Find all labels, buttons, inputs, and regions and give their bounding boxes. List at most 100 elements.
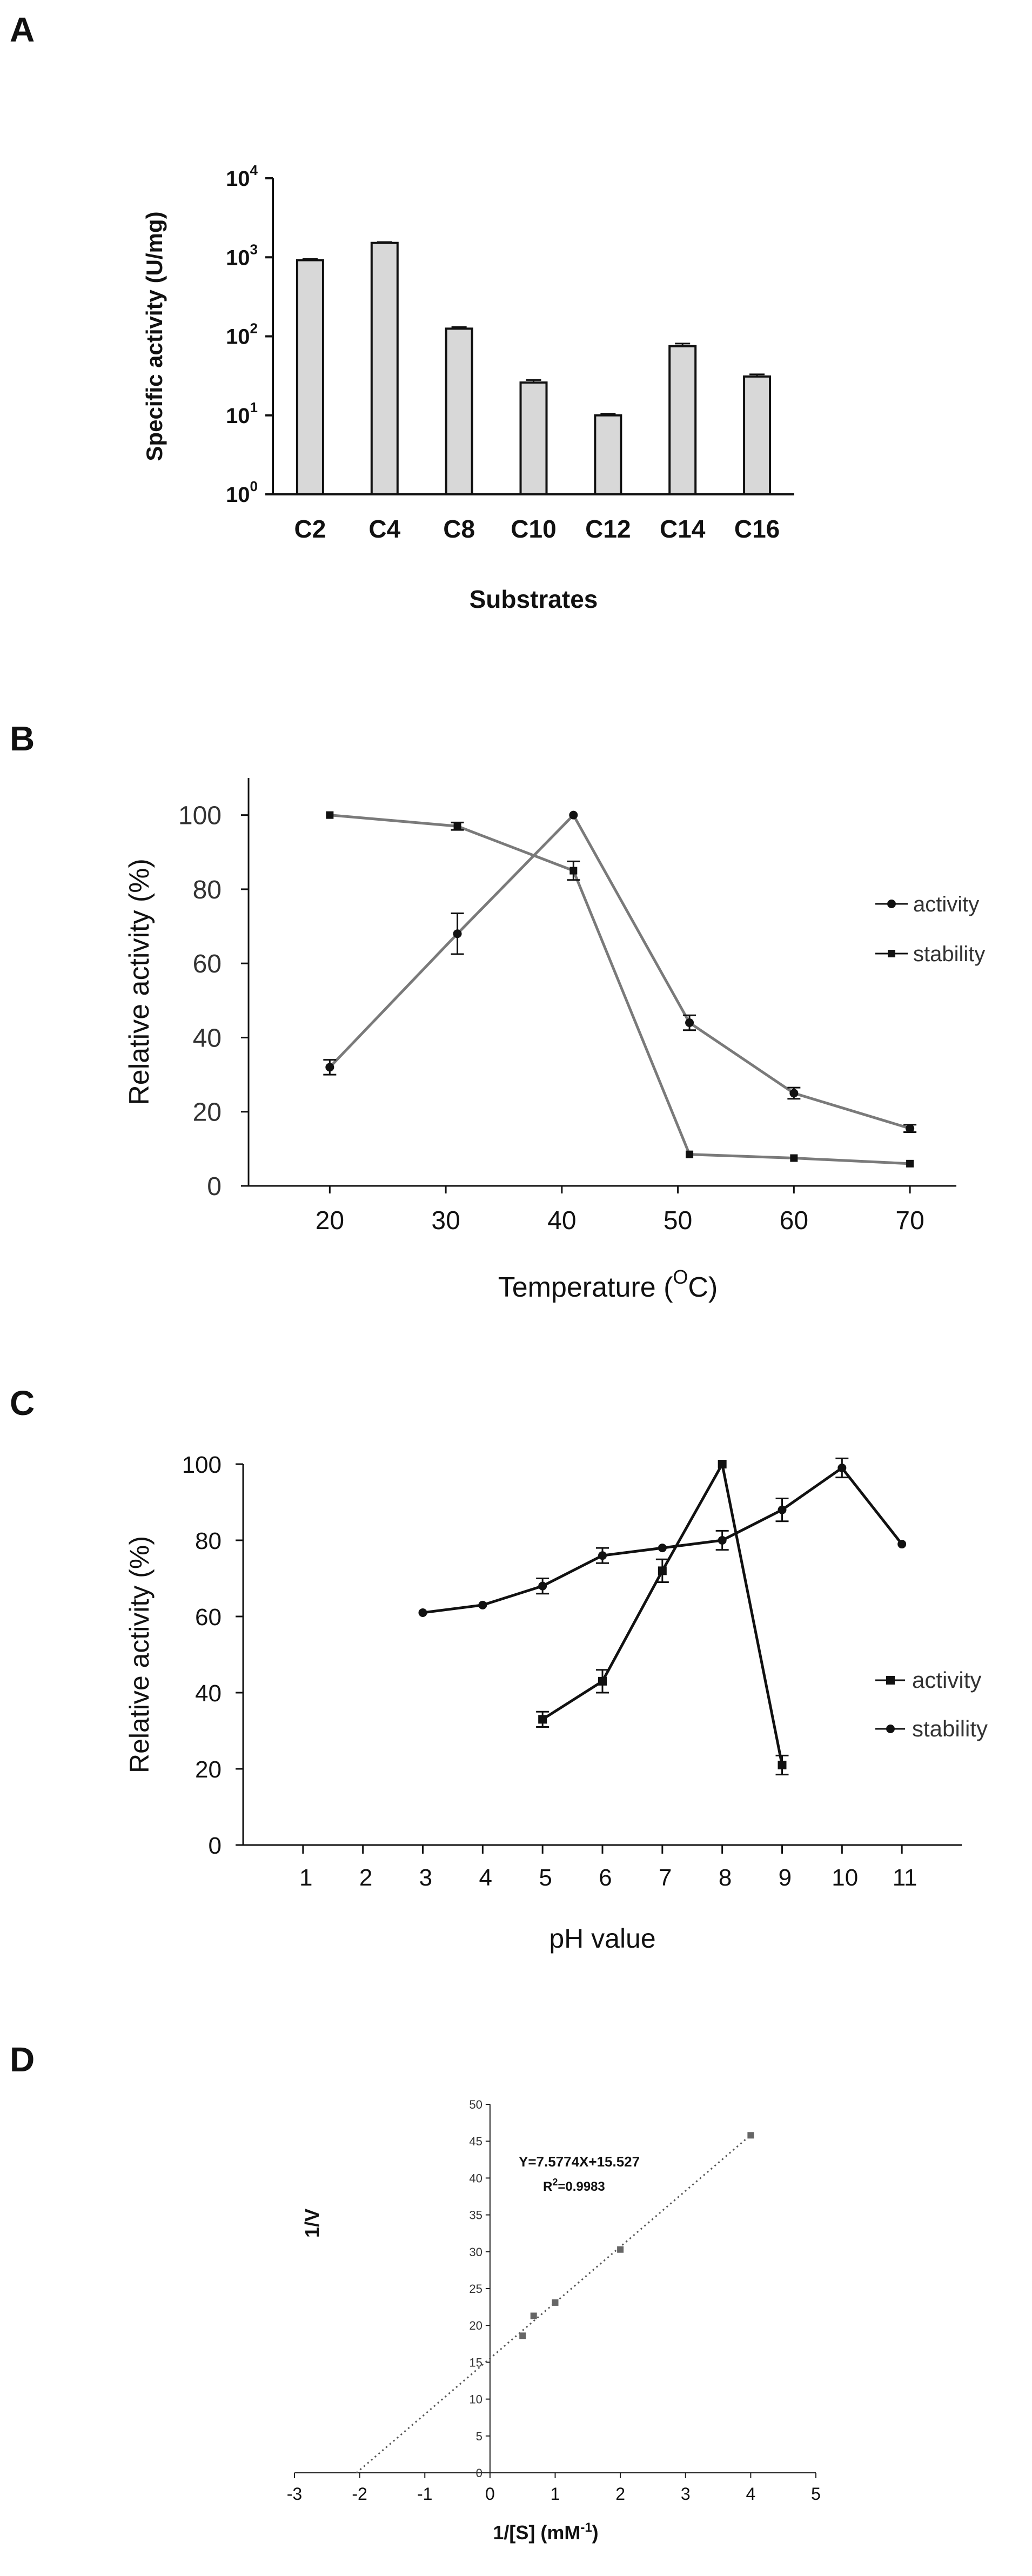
chart-b-temperature: 0 20 40 60 80 100 20 30 40 50 60 70 activity stabilit… xyxy=(124,778,985,1303)
point-stability xyxy=(326,811,334,819)
x-tick-label: 9 xyxy=(779,1864,792,1891)
point-stability xyxy=(686,1150,694,1158)
y-tick-label: 5 xyxy=(476,2430,483,2443)
point-stability xyxy=(478,1600,487,1609)
legend-label-activity: activity xyxy=(913,893,979,916)
y-tick-label: 20 xyxy=(195,1756,222,1783)
x-tick-label: 3 xyxy=(681,2484,691,2504)
legend-marker-stability xyxy=(886,1725,895,1733)
bar-c4 xyxy=(370,242,399,495)
point-stability xyxy=(778,1505,787,1514)
bar-c16 xyxy=(743,375,772,496)
x-tick-label-c10: C10 xyxy=(511,515,556,543)
legend-label-stability: stability xyxy=(912,1716,988,1741)
x-tick-label: 50 xyxy=(664,1206,692,1235)
point-activity xyxy=(569,810,578,820)
y-tick-label: 0 xyxy=(209,1833,222,1859)
chart-c-ph: 0 20 40 60 80 100 1 2 3 4 5 6 7 8 9 10 11 activity stabili… xyxy=(124,1452,988,1954)
y-tick-label: 60 xyxy=(195,1604,222,1631)
legend-marker-activity xyxy=(887,900,896,908)
y-axis-title: Relative activity (%) xyxy=(124,1536,155,1773)
x-tick-label: 70 xyxy=(895,1206,924,1235)
point-stability xyxy=(790,1154,798,1162)
x-axis-title: Temperature (OC) xyxy=(498,1266,718,1303)
y-axis-title: Specific activity (U/mg) xyxy=(142,211,167,461)
x-tick-label: 11 xyxy=(893,1864,917,1891)
x-tick-label: 7 xyxy=(659,1864,672,1891)
y-tick-label: 80 xyxy=(193,876,222,904)
point-activity xyxy=(658,1566,667,1575)
x-tick-label-c2: C2 xyxy=(294,515,326,543)
x-tick-label: 10 xyxy=(832,1864,858,1891)
y-tick-label: 40 xyxy=(193,1024,222,1052)
y-tick-label: 20 xyxy=(193,1098,222,1127)
panel-letter-c: C xyxy=(10,1384,35,1423)
point-activity xyxy=(598,1676,607,1686)
x-tick-label-c14: C14 xyxy=(660,515,706,543)
legend-label-activity: activity xyxy=(912,1667,981,1693)
y-axis-title: Relative activity (%) xyxy=(124,858,155,1105)
point-stability xyxy=(453,822,461,830)
y-tick-label: 0 xyxy=(207,1172,222,1201)
series-line-stability xyxy=(423,1466,903,1614)
x-tick-label-c16: C16 xyxy=(734,515,780,543)
x-tick-label: 30 xyxy=(431,1206,460,1235)
x-tick-label: -2 xyxy=(352,2484,367,2504)
point-activity xyxy=(325,1063,334,1072)
point-stability xyxy=(598,1551,607,1560)
x-tick-label: 0 xyxy=(485,2484,495,2504)
bar-c8 xyxy=(445,327,473,495)
point-stability xyxy=(658,1544,667,1553)
y-tick-label: 15 xyxy=(469,2356,482,2369)
x-tick-label: 2 xyxy=(359,1864,372,1891)
x-tick-label: 1 xyxy=(551,2484,560,2504)
series-line-activity xyxy=(541,1460,783,1766)
bar-c2 xyxy=(296,259,324,495)
y-tick-label: 100 xyxy=(226,478,258,507)
point-activity xyxy=(538,1715,547,1724)
fit-equation: Y=7.5774X+15.527 xyxy=(519,2154,640,2170)
y-tick-label: 45 xyxy=(469,2135,482,2148)
chart-a-substrate-specificity: 100 101 102 103 104 C2 C4 C8 C10 C12 C14 C16 Substra… xyxy=(142,162,794,613)
x-tick-label: 2 xyxy=(615,2484,625,2504)
point-activity xyxy=(453,929,462,938)
y-tick-label: 30 xyxy=(469,2245,482,2259)
y-axis-title: 1/V xyxy=(301,2209,323,2238)
x-tick-label: 1 xyxy=(299,1864,312,1891)
y-tick-label: 40 xyxy=(195,1680,222,1707)
x-axis-title: Substrates xyxy=(470,585,598,613)
data-point xyxy=(617,2246,624,2253)
y-tick-label: 40 xyxy=(469,2171,482,2185)
data-point xyxy=(530,2312,537,2319)
y-tick-label: 100 xyxy=(182,1452,222,1478)
y-tick-label: 104 xyxy=(226,162,258,191)
x-tick-label: 20 xyxy=(316,1206,344,1235)
x-tick-label: -3 xyxy=(287,2484,302,2504)
y-tick-label: 50 xyxy=(469,2098,482,2111)
y-tick-label: 0 xyxy=(476,2466,483,2480)
point-stability xyxy=(418,1608,427,1617)
data-point xyxy=(747,2132,754,2139)
point-stability xyxy=(906,1159,914,1168)
bar-c12 xyxy=(594,414,622,495)
y-tick-label: 103 xyxy=(226,241,258,270)
legend-label-stability: stability xyxy=(913,942,985,966)
x-tick-label: 3 xyxy=(419,1864,432,1891)
x-tick-label: 6 xyxy=(599,1864,612,1891)
x-tick-label-c4: C4 xyxy=(368,515,400,543)
y-tick-label: 101 xyxy=(226,399,258,428)
x-tick-label-c12: C12 xyxy=(585,515,631,543)
point-stability xyxy=(569,867,578,875)
x-tick-label: -1 xyxy=(417,2484,432,2504)
data-point xyxy=(552,2299,559,2306)
point-stability xyxy=(718,1536,727,1545)
x-tick-label: 4 xyxy=(479,1864,492,1891)
y-tick-label: 25 xyxy=(469,2282,482,2296)
point-stability xyxy=(897,1540,907,1549)
data-point xyxy=(519,2332,526,2339)
y-tick-label: 100 xyxy=(178,802,222,830)
point-stability xyxy=(538,1581,547,1591)
x-axis-title: 1/[S] (mM-1) xyxy=(493,2520,598,2544)
y-tick-label: 80 xyxy=(195,1528,222,1554)
